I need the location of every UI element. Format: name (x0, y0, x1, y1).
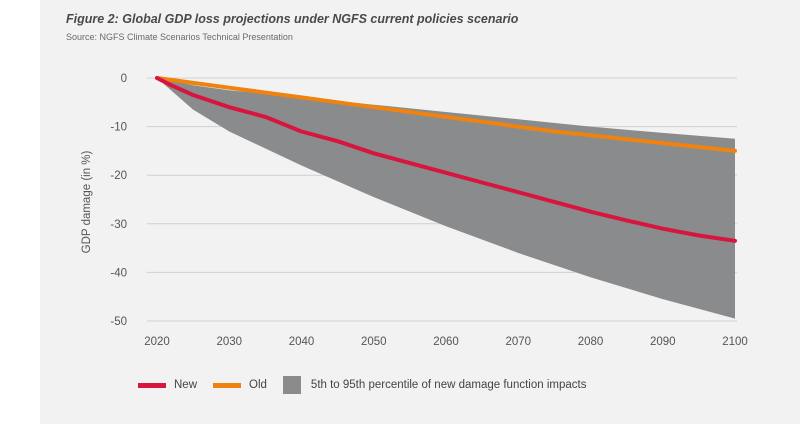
x-tick-label: 2080 (578, 336, 604, 348)
y-axis-label: GDP damage (in %) (81, 150, 93, 253)
y-tick-label: -20 (110, 170, 127, 182)
y-axis-ticks: 0 -10 -20 -30 -40 -50 (110, 73, 127, 328)
y-tick-label: 0 (121, 73, 127, 85)
y-tick-label: -10 (110, 122, 127, 134)
series-line-old (155, 76, 737, 153)
x-tick-label: 2040 (289, 336, 315, 348)
legend-label-new: New (174, 379, 198, 391)
x-tick-label: 2030 (216, 336, 242, 348)
legend: New Old 5th to 95th percentile of new da… (138, 376, 602, 394)
legend-item-old: Old (213, 379, 267, 391)
y-tick-label: -30 (110, 219, 127, 231)
x-axis-ticks: 2020 2030 2040 2050 2060 2070 2080 2090 2100 (144, 336, 748, 348)
x-tick-label: 2050 (361, 336, 387, 348)
y-tick-label: -50 (110, 316, 127, 328)
legend-item-band: 5th to 95th percentile of new damage fun… (282, 376, 587, 394)
x-tick-label: 2090 (650, 336, 676, 348)
percentile-band-area (157, 78, 735, 319)
legend-label-band: 5th to 95th percentile of new damage fun… (310, 379, 587, 391)
x-tick-label: 2100 (722, 336, 748, 348)
series-lines (155, 76, 737, 243)
series-line-new (155, 76, 737, 243)
legend-label-old: Old (249, 379, 267, 391)
x-tick-label: 2060 (433, 336, 459, 348)
percentile-band (157, 78, 735, 319)
figure-title: Figure 2: Global GDP loss projections un… (66, 12, 519, 26)
x-tick-label: 2070 (505, 336, 531, 348)
legend-item-new: New (138, 379, 197, 391)
x-tick-label: 2020 (144, 336, 170, 348)
figure-source: Source: NGFS Climate Scenarios Technical… (66, 32, 293, 42)
legend-swatch-band (282, 376, 301, 394)
y-tick-label: -40 (110, 267, 127, 279)
legend-swatch-old (213, 382, 242, 388)
legend-swatch-new (138, 382, 166, 388)
